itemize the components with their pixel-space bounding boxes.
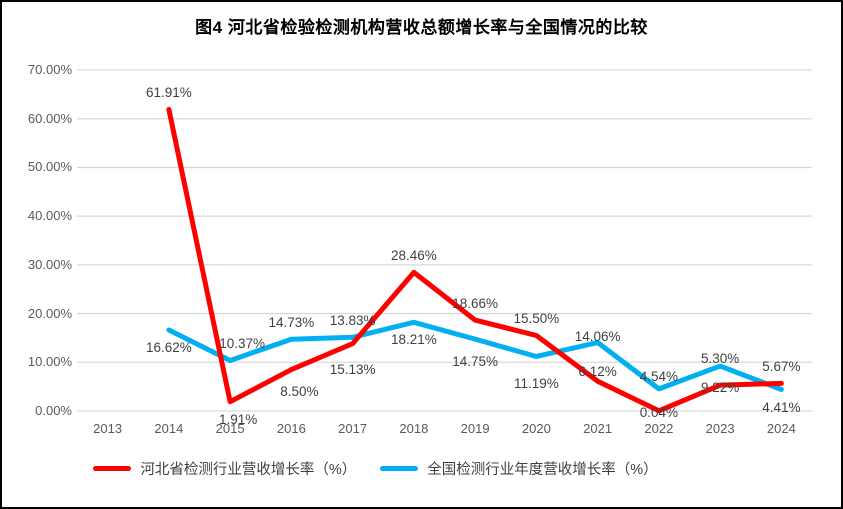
legend-label: 河北省检测行业营收增长率（%）: [140, 462, 357, 478]
y-axis-tick: 50.00%: [27, 159, 72, 175]
data-label: 18.21%: [390, 332, 437, 348]
chart-title: 图4 河北省检验检测机构营收总额增长率与全国情况的比较: [195, 18, 648, 37]
y-axis-tick: 30.00%: [27, 256, 72, 272]
x-axis-tick: 2020: [521, 421, 551, 436]
x-axis-tick: 2022: [644, 421, 674, 436]
series-line-hebei: [166, 106, 784, 414]
data-label: 1.91%: [218, 411, 258, 427]
x-axis-tick: 2016: [276, 421, 306, 436]
data-label: 14.75%: [452, 354, 499, 370]
legend-swatch-national: [380, 466, 419, 471]
data-label: 5.30%: [700, 351, 740, 367]
y-axis-tick: 60.00%: [27, 110, 72, 126]
y-axis-tick: 10.00%: [27, 354, 72, 370]
data-label: 15.50%: [513, 311, 560, 327]
legend-item-national: 全国检测行业年度营收增长率（%）: [380, 458, 658, 479]
x-axis-tick: 2014: [154, 421, 184, 436]
x-axis-tick: 2015: [215, 421, 245, 436]
data-label: 14.73%: [268, 315, 315, 331]
x-axis-tick: 2018: [399, 421, 429, 436]
data-label: 15.13%: [329, 361, 376, 377]
y-axis-tick: 70.00%: [27, 62, 72, 77]
y-axis-tick: 20.00%: [27, 305, 72, 321]
data-label: 9.22%: [700, 380, 740, 396]
data-label: 28.46%: [390, 248, 437, 264]
x-axis-tick: 2024: [766, 421, 796, 436]
x-axis-tick: 2019: [460, 421, 490, 436]
data-label: 13.83%: [329, 313, 376, 329]
data-label: 14.06%: [574, 328, 621, 344]
data-label: 8.50%: [280, 383, 319, 399]
data-label: 5.67%: [762, 359, 801, 375]
series-line-national: [166, 319, 784, 393]
data-label: 0.04%: [639, 404, 679, 420]
legend-label: 全国检测行业年度营收增长率（%）: [427, 462, 658, 478]
data-label: 18.66%: [452, 296, 499, 312]
legend-swatch-hebei: [93, 466, 132, 471]
data-label: 4.54%: [639, 368, 679, 384]
x-axis-tick: 2017: [338, 421, 368, 436]
y-axis-tick: 0.00%: [35, 403, 72, 418]
x-axis-tick: 2021: [583, 421, 613, 436]
legend: 河北省检测行业营收增长率（%） 全国检测行业年度营收增长率（%）: [2, 458, 841, 479]
data-label: 6.12%: [578, 364, 617, 380]
y-axis-tick: 40.00%: [27, 208, 72, 224]
legend-item-hebei: 河北省检测行业营收增长率（%）: [93, 458, 356, 479]
data-label: 16.62%: [145, 340, 192, 356]
x-axis-tick: 2023: [705, 421, 735, 436]
data-label: 4.41%: [762, 399, 801, 415]
data-label: 11.19%: [513, 376, 559, 392]
x-axis-tick: 2013: [93, 421, 123, 436]
data-label: 10.37%: [219, 336, 266, 352]
data-label: 61.91%: [145, 85, 192, 101]
